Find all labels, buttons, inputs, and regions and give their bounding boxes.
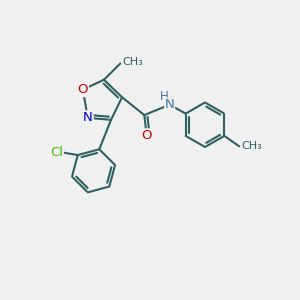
Text: H: H [160, 90, 169, 103]
Text: N: N [83, 111, 93, 124]
Text: CH₃: CH₃ [123, 57, 143, 67]
Text: CH₃: CH₃ [242, 141, 262, 151]
Text: O: O [78, 83, 88, 96]
Text: O: O [142, 129, 152, 142]
Text: Cl: Cl [50, 146, 63, 159]
Text: N: N [165, 98, 175, 111]
